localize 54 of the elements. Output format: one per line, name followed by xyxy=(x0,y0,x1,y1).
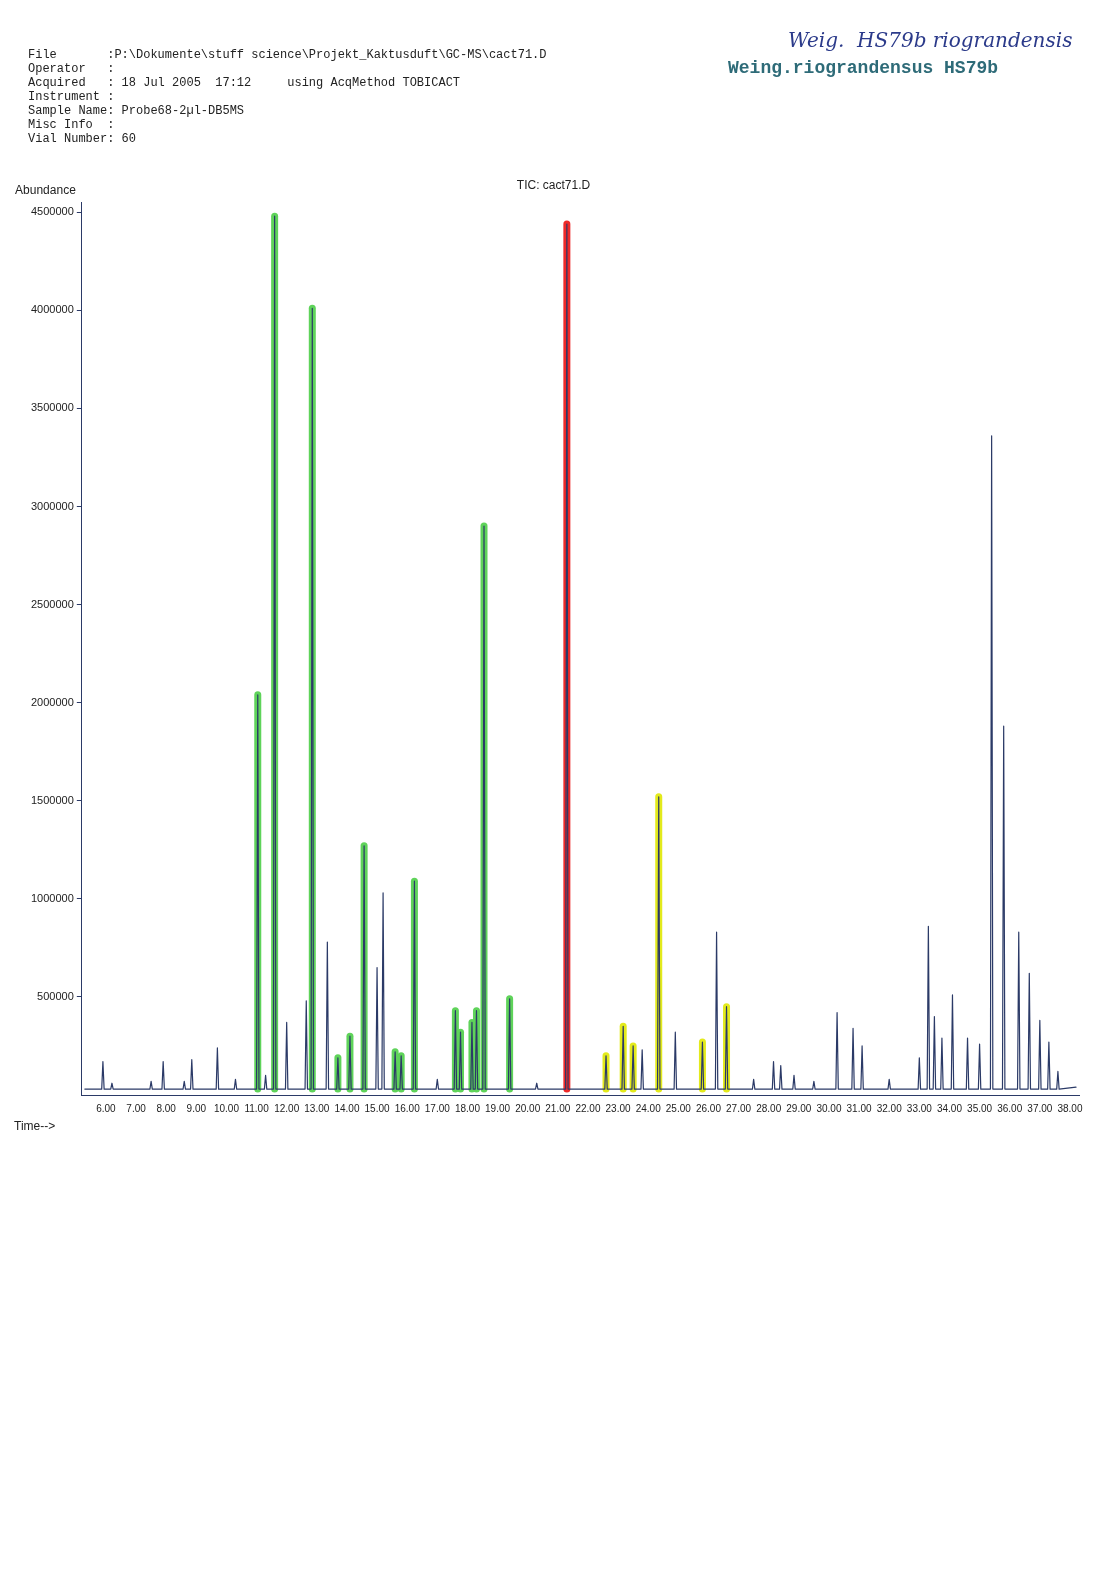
text: Acquired : 18 Jul 2005 17:12 using AcqMethod TOBICACT xyxy=(28,76,462,90)
x-tick-label: 31.00 xyxy=(846,1102,873,1114)
text: Weing.riograndensus HS79b xyxy=(728,58,1000,78)
y-tick-label: 1000000 xyxy=(31,891,74,904)
text: Weig. HS79b riograndensis xyxy=(788,28,1073,52)
x-tick-label: 12.00 xyxy=(274,1102,300,1114)
x-tick-label: 6.00 xyxy=(96,1102,117,1114)
x-tick-label: 23.00 xyxy=(605,1102,632,1114)
x-tick-label: 16.00 xyxy=(394,1102,421,1114)
x-tick-label: 9.00 xyxy=(186,1102,207,1114)
y-tick-label: 500000 xyxy=(37,989,74,1002)
y-tick-label: 1500000 xyxy=(31,793,74,806)
x-tick-label: 32.00 xyxy=(876,1102,903,1114)
x-tick-label: 26.00 xyxy=(695,1102,722,1114)
x-tick-label: 28.00 xyxy=(756,1102,782,1114)
y-tick-label: 3500000 xyxy=(31,401,74,414)
x-tick-label: 30.00 xyxy=(816,1102,842,1114)
text: Vial Number: 60 xyxy=(28,132,138,146)
x-tick-label: 34.00 xyxy=(936,1102,963,1114)
x-tick-label: 14.00 xyxy=(334,1102,360,1114)
x-tick-label: 18.00 xyxy=(454,1102,481,1114)
x-tick-label: 33.00 xyxy=(906,1102,933,1114)
y-tick-label: 4500000 xyxy=(31,205,74,218)
text: Operator : xyxy=(28,62,116,76)
chart-title: TIC: cact71.D xyxy=(516,177,591,192)
x-tick-label: 38.00 xyxy=(1057,1102,1083,1114)
text: Misc Info : xyxy=(28,118,116,132)
x-axis-title: Time--> xyxy=(14,1119,56,1134)
x-tick-label: 35.00 xyxy=(967,1102,993,1114)
x-tick-label: 37.00 xyxy=(1027,1102,1053,1114)
x-tick-label: 13.00 xyxy=(304,1102,330,1114)
y-tick-label: 2000000 xyxy=(31,695,74,708)
x-tick-label: 25.00 xyxy=(665,1102,692,1114)
x-tick-label: 11.00 xyxy=(244,1102,270,1114)
x-tick-label: 8.00 xyxy=(156,1102,177,1114)
x-tick-label: 10.00 xyxy=(213,1102,240,1114)
y-tick-label: 3000000 xyxy=(31,499,74,512)
y-axis-title: Abundance xyxy=(15,182,77,197)
x-tick-label: 36.00 xyxy=(997,1102,1023,1114)
x-tick-label: 15.00 xyxy=(364,1102,391,1114)
y-tick-label: 2500000 xyxy=(31,597,74,610)
x-tick-label: 29.00 xyxy=(786,1102,812,1114)
x-tick-label: 24.00 xyxy=(635,1102,662,1114)
x-tick-label: 17.00 xyxy=(424,1102,451,1114)
text: Sample Name: Probe68-2µl-DB5MS xyxy=(28,104,246,118)
text: Instrument : xyxy=(28,90,116,104)
x-tick-label: 21.00 xyxy=(545,1102,571,1114)
x-tick-label: 27.00 xyxy=(726,1102,752,1114)
x-tick-label: 7.00 xyxy=(126,1102,147,1114)
x-tick-label: 22.00 xyxy=(575,1102,601,1114)
x-tick-label: 19.00 xyxy=(485,1102,511,1114)
x-tick-label: 20.00 xyxy=(515,1102,541,1114)
y-tick-label: 4000000 xyxy=(31,303,74,316)
text: File :P:\Dokumente\stuff science\Projekt_Kaktusduft\GC-MS\cact71.D xyxy=(28,48,547,62)
